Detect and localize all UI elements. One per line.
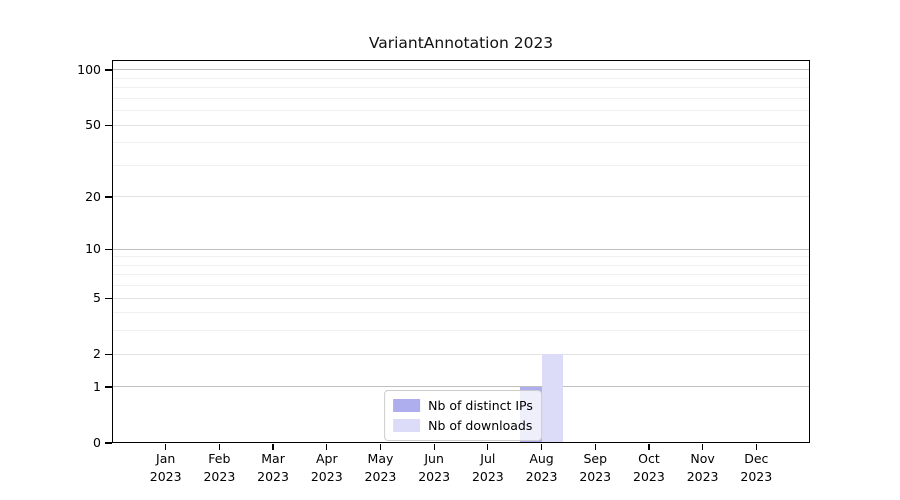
minor-gridline-6: [112, 285, 810, 287]
y-tick-mark-10: [105, 248, 112, 250]
y-tick-mark-5: [105, 297, 112, 299]
x-tick-mark-jul-2023: [487, 444, 489, 450]
x-tick-mark-aug-2023: [540, 444, 543, 450]
legend-item-distinct-ips: Nb of distinct IPs: [393, 397, 533, 414]
x-tick-label-apr-2023: Apr 2023: [299, 450, 355, 485]
x-tick-year-aug-2023: 2023: [525, 468, 558, 484]
y-tick-label-50: 50: [85, 117, 101, 133]
x-tick-label-feb-2023: Feb 2023: [191, 450, 247, 485]
major-gridline-10: [112, 248, 810, 250]
x-tick-mark-feb-2023: [218, 444, 221, 450]
legend-item-downloads: Nb of downloads: [393, 417, 533, 434]
x-tick-year-mar-2023: 2023: [257, 468, 289, 484]
x-tick-year-may-2023: 2023: [364, 468, 397, 484]
legend-label-downloads: Nb of downloads: [428, 418, 533, 433]
x-tick-mark-oct-2023: [648, 444, 650, 450]
minor-gridline-40: [112, 142, 810, 144]
x-tick-year-feb-2023: 2023: [203, 468, 236, 484]
x-tick-label-sep-2023: Sep 2023: [567, 450, 623, 485]
x-tick-year-dec-2023: 2023: [740, 468, 773, 484]
minor-gridline-80: [112, 87, 810, 89]
x-tick-year-sep-2023: 2023: [579, 468, 612, 484]
x-tick-label-mar-2023: Mar 2023: [245, 450, 301, 485]
x-tick-label-may-2023: May 2023: [352, 450, 408, 485]
y-tick-label-1: 1: [93, 378, 101, 394]
y-tick-mark-2: [105, 353, 112, 355]
bar-aug-2023-nb-of-downloads: [541, 354, 564, 443]
x-tick-mark-apr-2023: [326, 444, 328, 450]
major-gridline-5: [112, 297, 810, 299]
x-tick-mark-jun-2023: [433, 444, 435, 450]
x-tick-label-dec-2023: Dec 2023: [728, 450, 784, 485]
y-tick-mark-20: [105, 196, 112, 198]
legend-swatch-downloads: [393, 419, 421, 432]
major-gridline-20: [112, 196, 810, 198]
x-tick-mark-nov-2023: [701, 444, 704, 450]
x-tick-label-aug-2023: Aug 2023: [514, 450, 570, 485]
x-tick-mark-jan-2023: [165, 444, 167, 450]
y-tick-mark-50: [105, 124, 112, 126]
x-tick-mark-dec-2023: [755, 444, 757, 450]
minor-gridline-9: [112, 256, 810, 258]
minor-gridline-7: [112, 274, 810, 276]
x-tick-year-apr-2023: 2023: [310, 468, 343, 484]
x-tick-mark-may-2023: [379, 444, 382, 450]
x-tick-label-nov-2023: Nov 2023: [675, 450, 731, 485]
x-tick-label-oct-2023: Oct 2023: [621, 450, 677, 485]
x-tick-mark-mar-2023: [272, 444, 274, 450]
x-tick-label-jan-2023: Jan 2023: [138, 450, 194, 485]
major-gridline-1: [112, 386, 810, 388]
legend: Nb of distinct IPs Nb of downloads: [384, 390, 542, 441]
minor-gridline-90: [112, 77, 810, 79]
minor-gridline-3: [112, 330, 810, 332]
y-tick-mark-1: [105, 386, 112, 388]
minor-gridline-60: [112, 110, 810, 112]
y-tick-mark-100: [105, 69, 112, 71]
major-gridline-100: [112, 69, 810, 71]
legend-label-distinct-ips: Nb of distinct IPs: [428, 398, 533, 413]
x-tick-year-jun-2023: 2023: [418, 468, 451, 484]
x-tick-label-jun-2023: Jun 2023: [406, 450, 462, 485]
x-tick-year-nov-2023: 2023: [686, 468, 719, 484]
y-tick-label-2: 2: [93, 346, 101, 362]
major-gridline-50: [112, 124, 810, 126]
chart-title: VariantAnnotation 2023: [368, 34, 554, 52]
minor-gridline-4: [112, 312, 810, 314]
x-tick-year-jan-2023: 2023: [149, 468, 182, 484]
x-tick-year-jul-2023: 2023: [471, 468, 504, 484]
y-tick-mark-0: [105, 442, 112, 444]
x-tick-label-jul-2023: Jul 2023: [460, 450, 516, 485]
x-tick-year-oct-2023: 2023: [633, 468, 665, 484]
minor-gridline-30: [112, 164, 810, 166]
major-gridline-2: [112, 353, 810, 355]
y-tick-label-10: 10: [85, 241, 101, 257]
legend-swatch-distinct-ips: [393, 399, 421, 412]
minor-gridline-70: [112, 97, 810, 99]
y-tick-label-5: 5: [93, 290, 101, 306]
y-tick-label-20: 20: [85, 188, 101, 204]
minor-gridline-8: [112, 264, 810, 266]
y-tick-label-100: 100: [77, 61, 101, 77]
x-tick-mark-sep-2023: [594, 444, 596, 450]
y-tick-label-0: 0: [93, 435, 101, 450]
